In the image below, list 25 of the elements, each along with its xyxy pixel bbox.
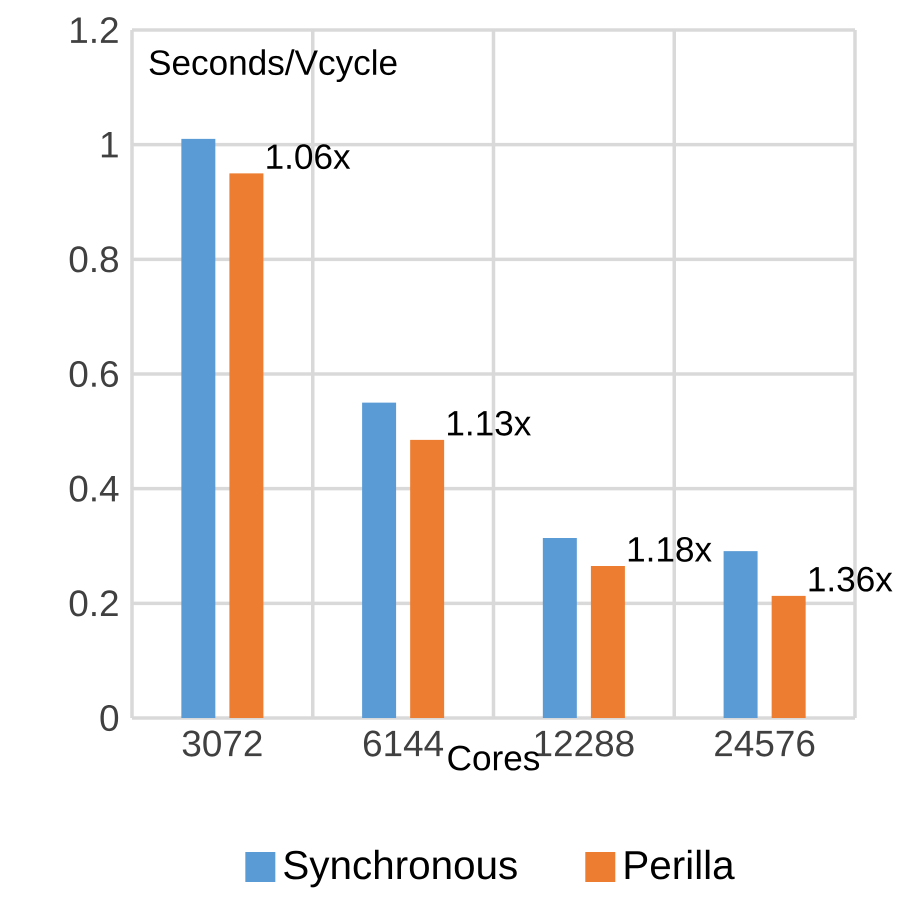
x-tick-label: 24576 (715, 730, 814, 757)
legend-label: Perilla (626, 850, 735, 880)
y-tick-label: 1 (102, 132, 118, 158)
y-tick-label: 0.8 (70, 246, 118, 272)
y-tick-label: 0.2 (70, 590, 118, 616)
annotation: 1.18x (628, 536, 712, 562)
y-tick-label: 0.6 (70, 360, 118, 388)
bar (362, 402, 396, 718)
legend-label: Synchronous (284, 850, 517, 888)
bar (542, 538, 577, 718)
x-tick-label: 3072 (182, 730, 262, 757)
annotation: 1.06x (267, 144, 350, 170)
bar (772, 596, 806, 718)
annotation: 1.13x (448, 410, 531, 436)
x-tick-label: 6144 (364, 730, 444, 757)
y-tick-label: 1.2 (71, 17, 118, 43)
annotation: 1.36x (810, 566, 892, 592)
y-axis-title: Seconds/Vcycle (150, 49, 396, 82)
y-tick-label: 0 (100, 704, 118, 732)
bar (181, 138, 216, 718)
y-tick-label: 0.4 (70, 476, 118, 502)
bar (724, 551, 758, 718)
bar (229, 173, 264, 718)
bar (590, 566, 625, 718)
bar (410, 440, 444, 718)
